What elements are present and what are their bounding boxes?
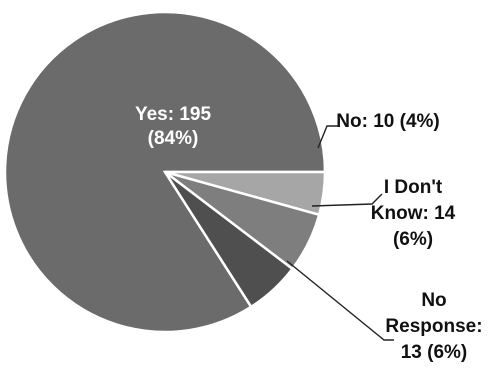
data-label-no-response: No Response: 13 (6%) (385, 290, 482, 363)
data-label-line: (6%) (393, 229, 433, 250)
data-label-line: (84%) (148, 128, 199, 149)
slices-layer (3, 10, 327, 334)
leader-line-no (317, 125, 338, 149)
data-label-line: Know: 14 (371, 203, 456, 224)
data-label-line: I Don't (384, 177, 443, 198)
data-label-line: No (421, 290, 446, 311)
data-label-line: No: 10 (4%) (336, 111, 439, 132)
data-label-line: 13 (6%) (401, 342, 468, 363)
data-label-line: Yes: 195 (135, 104, 211, 125)
leader-line-no-response (286, 260, 394, 341)
data-label-yes: Yes: 195 (84%) (135, 104, 211, 149)
data-label-i-don-t-know: I Don't Know: 14 (6%) (371, 177, 456, 250)
leader-line-i-don-t-know (311, 193, 383, 207)
leader-lines-layer (286, 125, 394, 341)
labels-layer: Yes: 195 (84%) No: 10 (4%) I Don't Know: 14 (… (135, 104, 483, 363)
data-label-no: No: 10 (4%) (336, 111, 439, 132)
data-label-line: Response: (385, 316, 482, 337)
pie-slice-no-response (163, 171, 295, 309)
